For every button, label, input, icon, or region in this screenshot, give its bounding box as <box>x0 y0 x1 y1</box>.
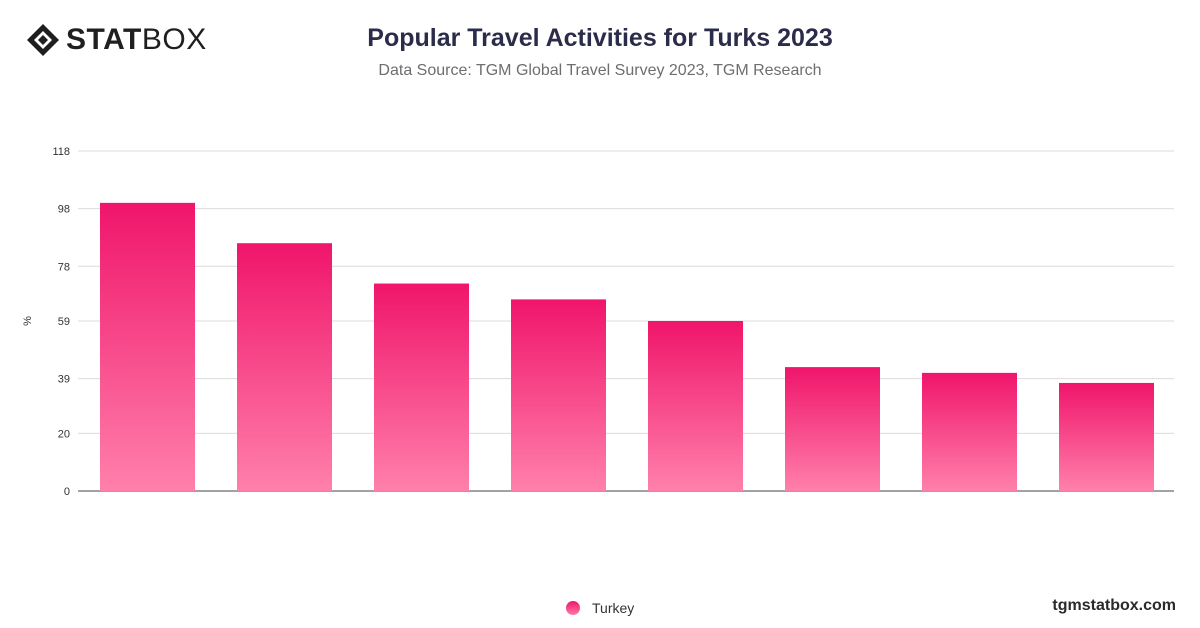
y-tick-label: 59 <box>58 316 70 328</box>
bar[interactable] <box>100 202 195 491</box>
bar[interactable] <box>922 372 1017 491</box>
y-tick-label: 118 <box>52 146 70 158</box>
bar[interactable] <box>785 367 880 491</box>
y-tick-label: 78 <box>58 261 70 273</box>
site-url[interactable]: tgmstatbox.com <box>1052 597 1176 614</box>
statbox-logo: STATBOX <box>26 22 207 58</box>
logo-text-light: BOX <box>141 23 207 56</box>
legend[interactable]: Turkey <box>566 600 634 616</box>
bar[interactable] <box>374 283 469 491</box>
diamond-logo-icon <box>27 24 59 56</box>
legend-label: Turkey <box>592 600 635 616</box>
bar[interactable] <box>511 299 606 491</box>
bar[interactable] <box>1059 382 1154 491</box>
bar[interactable] <box>648 321 743 491</box>
y-tick-label: 0 <box>64 486 70 498</box>
y-tick-label: 98 <box>58 204 70 216</box>
legend-swatch <box>566 601 580 615</box>
logo-text: STATBOX <box>66 22 207 58</box>
y-tick-label: 39 <box>58 374 70 386</box>
y-tick-label: 20 <box>58 428 70 440</box>
chart-title: Popular Travel Activities for Turks 2023 <box>367 24 833 52</box>
y-axis-label: % <box>22 316 34 326</box>
bar[interactable] <box>237 243 332 491</box>
logo-text-bold: STAT <box>66 23 142 56</box>
chart-subtitle: Data Source: TGM Global Travel Survey 20… <box>378 62 822 79</box>
